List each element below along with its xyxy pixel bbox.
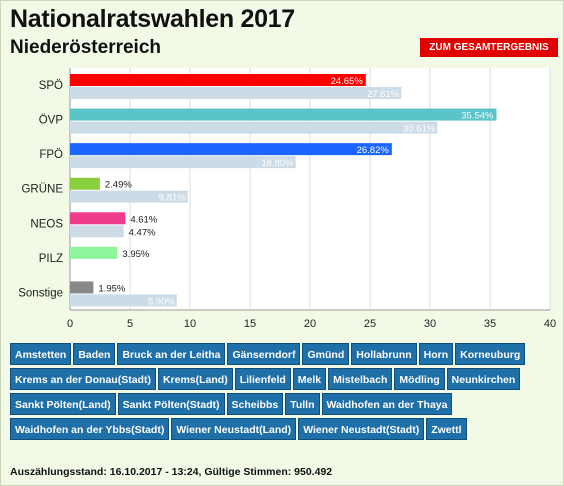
bar-2013 [70,156,296,169]
bar-2017-label: 24.65% [331,76,364,87]
page-subtitle: Niederösterreich [10,37,162,58]
x-tick-label: 10 [184,318,196,330]
bar-2013 [70,121,438,134]
district-button[interactable]: Waidhofen an der Ybbs(Stadt) [10,418,170,440]
district-row: Krems an der Donau(Stadt) Krems(Land) Lili… [10,368,560,390]
district-button[interactable]: Mödling [394,368,445,390]
bar-2013 [70,294,177,307]
category-label: NEOS [30,218,63,230]
gesamtergebnis-button[interactable]: ZUM GESAMTERGEBNIS [420,38,558,57]
bar-2017-label: 1.95% [98,283,125,294]
district-button[interactable]: Lilienfeld [234,368,291,390]
bar-2013 [70,225,124,238]
bar-2017-label: 4.61% [130,214,157,225]
count-status: Auszählungsstand: 16.10.2017 - 13:24, Gü… [10,466,333,478]
district-row: Waidhofen an der Ybbs(Stadt) Wiener Neust… [10,418,560,440]
district-button[interactable]: Gmünd [302,343,350,365]
district-row: Amstetten Baden Bruck an der Leitha Gänsern… [10,343,560,365]
bar-2013-label: 4.47% [129,227,156,238]
district-button[interactable]: Neunkirchen [446,368,521,390]
category-label: Sonstige [18,287,63,299]
category-label: PILZ [39,253,63,265]
district-button[interactable]: Bruck an der Leitha [117,343,226,365]
x-tick-label: 20 [304,318,316,330]
x-tick-label: 35 [484,318,496,330]
bar-2013 [70,190,188,203]
category-label: SPÖ [39,80,63,92]
x-tick-label: 40 [544,318,556,330]
bar-2017-label: 2.49% [105,180,132,191]
bar-2017 [70,108,497,121]
category-label: GRÜNE [21,184,63,196]
bar-2013-label: 30.61% [403,124,436,135]
bar-2017 [70,143,392,156]
x-tick-label: 5 [127,318,133,330]
bar-2013-label: 18.80% [261,158,294,169]
district-buttons: Amstetten Baden Bruck an der Leitha Gänsern… [10,343,560,443]
district-button[interactable]: Waidhofen an der Thaya [321,393,453,415]
bar-2017 [70,177,100,190]
district-button[interactable]: Zwettl [426,418,467,440]
bar-2017 [70,246,118,259]
district-button[interactable]: Tulln [285,393,320,415]
bar-2017 [70,212,126,225]
district-button[interactable]: Wiener Neustadt(Stadt) [298,418,425,440]
x-tick-label: 30 [424,318,436,330]
bar-2013-label: 27.61% [367,89,400,100]
district-button[interactable]: Sankt Pölten(Stadt) [117,393,225,415]
district-button[interactable]: Krems an der Donau(Stadt) [10,368,156,390]
district-button[interactable]: Horn [418,343,454,365]
district-button[interactable]: Scheibbs [226,393,284,415]
district-button[interactable]: Wiener Neustadt(Land) [171,418,297,440]
district-button[interactable]: Mistelbach [328,368,393,390]
category-label: ÖVP [39,115,64,127]
bar-2017-label: 35.54% [461,111,494,122]
bar-2013 [70,87,402,99]
district-row: Sankt Pölten(Land) Sankt Pölten(Stadt) Sch… [10,393,560,415]
bar-2013-label: 8.90% [148,296,175,307]
x-tick-label: 15 [244,318,256,330]
category-label: FPÖ [39,149,63,161]
district-button[interactable]: Krems(Land) [157,368,233,390]
bar-2017-label: 26.82% [357,145,390,156]
bar-2017 [70,74,366,86]
x-tick-label: 0 [67,318,73,330]
bar-2013-label: 9.81% [159,193,186,204]
district-button[interactable]: Sankt Pölten(Land) [10,393,116,415]
page-title: Nationalratswahlen 2017 [10,5,295,33]
x-tick-label: 25 [364,318,376,330]
district-button[interactable]: Gänserndorf [227,343,301,365]
bar-2017 [70,281,94,294]
district-button[interactable]: Baden [73,343,116,365]
results-bar-chart: 0 5 10 15 20 25 30 35 40 SPÖ 24.65%27.61% ÖVP 35.54%… [18,68,556,330]
district-button[interactable]: Hollabrunn [351,343,417,365]
district-button[interactable]: Melk [292,368,327,390]
district-button[interactable]: Korneuburg [455,343,526,365]
bar-2017-label: 3.95% [122,249,149,260]
district-button[interactable]: Amstetten [10,343,72,365]
